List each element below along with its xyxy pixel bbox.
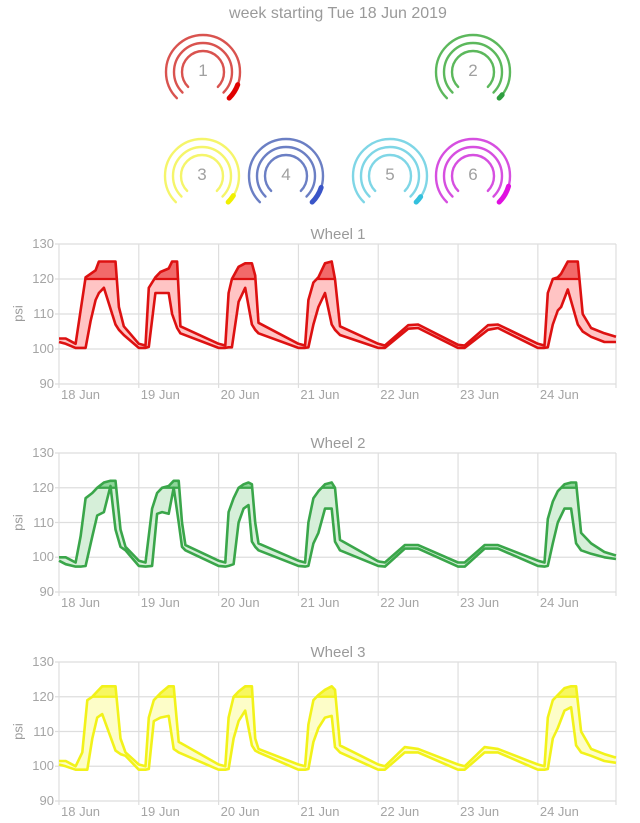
y-tick-label: 90 [39,376,54,391]
y-tick-label: 90 [39,584,54,599]
x-tick-label: 24 Jun [539,387,579,402]
x-tick-label: 20 Jun [220,804,260,819]
x-tick-label: 21 Jun [300,387,340,402]
x-tick-label: 24 Jun [539,804,579,819]
y-tick-label: 120 [32,479,54,495]
x-tick-label: 21 Jun [300,595,340,610]
gauge-rings-icon [163,137,241,205]
y-tick-label: 120 [32,271,54,286]
gauge-rings-icon [351,137,429,205]
x-tick-label: 22 Jun [380,804,420,819]
x-tick-label: 22 Jun [380,595,420,610]
gauge-rings-icon [164,33,242,101]
y-tick-label: 120 [32,688,54,704]
y-tick-label: 110 [33,306,54,321]
y-tick-label: 100 [32,758,54,774]
y-tick-label: 130 [32,445,54,460]
wheel-gauge-5[interactable]: 5 [348,134,432,218]
week-title: week starting Tue 18 Jun 2019 [229,5,447,22]
x-tick-label: 20 Jun [220,387,260,402]
x-tick-label: 19 Jun [140,387,180,402]
gauge-rings-icon [434,137,512,205]
gauge-number: 4 [281,165,291,184]
x-tick-label: 18 Jun [61,387,101,402]
wheel-gauge-2[interactable]: 2 [431,30,515,114]
x-tick-label: 18 Jun [61,595,101,610]
chart-title: Wheel 2 [310,435,366,452]
gauge-number: 5 [385,165,395,184]
x-tick-label: 20 Jun [220,595,260,610]
wheel-gauge-6[interactable]: 6 [431,134,515,218]
y-tick-label: 100 [32,341,54,356]
y-axis-label: psi [10,722,26,740]
chart-title: Wheel 3 [310,644,366,661]
y-tick-label: 110 [33,723,54,739]
gauge-rings-icon [434,33,512,101]
wheel-gauge-1[interactable]: 1 [161,30,245,114]
gauge-rings-icon [247,137,325,205]
y-tick-label: 100 [32,549,54,565]
gauge-number: 3 [197,165,207,184]
x-tick-label: 21 Jun [300,804,340,819]
chart-title: Wheel 1 [310,226,366,243]
gauge-number: 1 [198,61,208,80]
y-tick-label: 130 [32,654,54,669]
y-tick-label: 110 [33,514,54,530]
gauge-number: 2 [468,61,478,80]
wheel-gauge-4[interactable]: 4 [244,134,328,218]
wheel-gauge-3[interactable]: 3 [160,134,244,218]
x-tick-label: 23 Jun [460,804,500,819]
x-tick-label: 24 Jun [539,595,579,610]
x-tick-label: 23 Jun [460,595,500,610]
x-tick-label: 22 Jun [380,387,420,402]
x-tick-label: 19 Jun [140,804,180,819]
x-tick-label: 23 Jun [460,387,500,402]
x-tick-label: 19 Jun [140,595,180,610]
y-tick-label: 130 [32,236,54,251]
y-tick-label: 90 [39,793,54,808]
x-tick-label: 18 Jun [61,804,101,819]
gauge-number: 6 [468,165,478,184]
